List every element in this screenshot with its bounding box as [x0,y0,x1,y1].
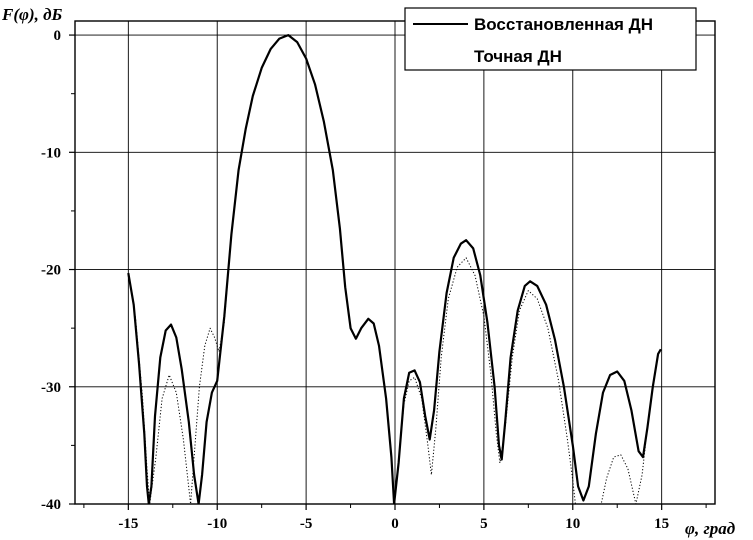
x-tick-label: -15 [118,516,138,532]
x-tick-label: 5 [480,516,488,532]
legend: Восстановленная ДН Точная ДН [404,7,697,71]
y-tick-label: -40 [41,497,61,513]
x-tick-label: 15 [654,516,669,532]
legend-box [404,7,697,71]
series-layer [127,34,662,504]
x-tick-label: -10 [207,516,227,532]
y-tick-label: -30 [41,380,61,396]
series-line-reconstructed [127,34,662,504]
x-tick-label: 0 [391,516,399,532]
x-tick-label: 10 [565,516,580,532]
y-tick-label: 0 [54,28,62,44]
y-tick-label: -20 [41,263,61,279]
x-tick-label: -5 [300,516,313,532]
legend-label-exact: Точная ДН [474,47,562,66]
tick-labels: -15 -10 -5 0 5 10 15 0 -10 -20 -30 -40 [41,28,707,532]
y-tick-label: -10 [41,145,61,161]
x-axis-title: φ, град [685,519,736,538]
y-axis-title: F(φ), дБ [1,5,63,24]
legend-label-reconstructed: Восстановленная ДН [474,15,653,34]
grid-lines [75,21,715,505]
